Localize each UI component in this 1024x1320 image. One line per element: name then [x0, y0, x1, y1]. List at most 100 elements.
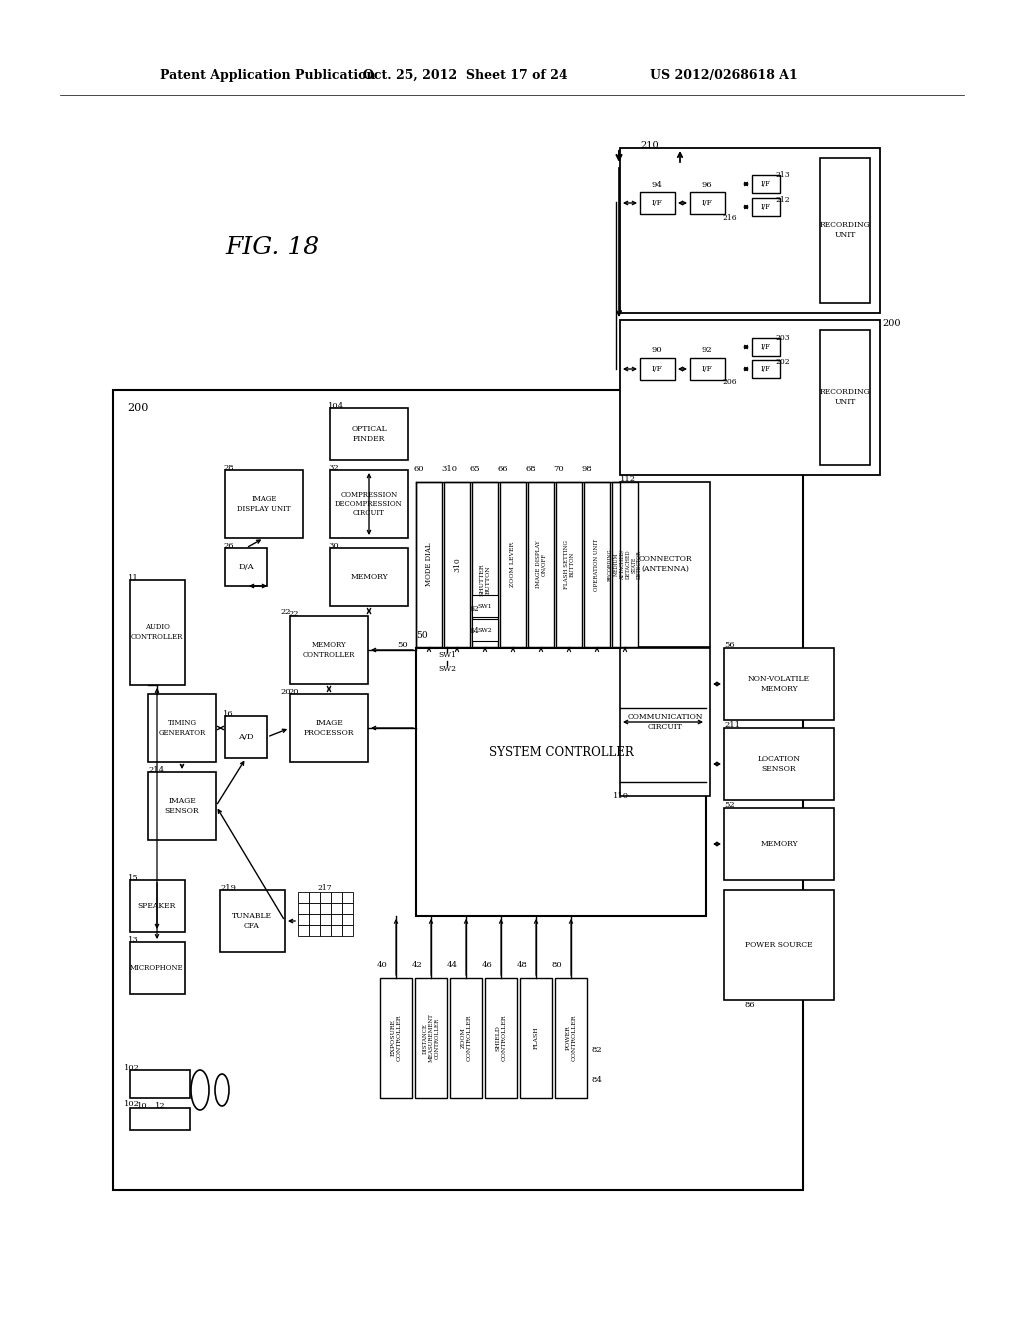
- Text: 203: 203: [775, 334, 791, 342]
- Text: 65: 65: [469, 465, 479, 473]
- Bar: [472, 595, 498, 616]
- Text: 219: 219: [220, 884, 236, 892]
- Text: 26: 26: [223, 543, 233, 550]
- Bar: [472, 482, 498, 647]
- Bar: [380, 978, 412, 1098]
- Bar: [342, 892, 353, 903]
- Text: LOCATION
SENSOR: LOCATION SENSOR: [758, 755, 801, 772]
- Text: CONNECTOR
(ANTENNA): CONNECTOR (ANTENNA): [638, 556, 692, 573]
- Bar: [220, 890, 285, 952]
- Bar: [309, 892, 319, 903]
- Bar: [225, 715, 267, 758]
- Bar: [309, 913, 319, 925]
- Text: 10: 10: [137, 1102, 147, 1110]
- Text: IMAGE
DISPLAY UNIT: IMAGE DISPLAY UNIT: [238, 495, 291, 512]
- Text: 102: 102: [124, 1100, 140, 1107]
- Bar: [555, 978, 587, 1098]
- Text: I/F: I/F: [761, 366, 771, 374]
- Bar: [290, 694, 368, 762]
- Text: RECORDING
MEDIUM
ATTACHED/
DETACHED
STATE
DETECTOR: RECORDING MEDIUM ATTACHED/ DETACHED STAT…: [608, 548, 642, 581]
- Bar: [752, 338, 780, 356]
- Bar: [298, 903, 309, 913]
- Text: 212: 212: [776, 195, 791, 205]
- Bar: [416, 648, 706, 916]
- Text: FIG. 18: FIG. 18: [225, 236, 319, 260]
- Text: 12: 12: [155, 1102, 166, 1110]
- Bar: [331, 925, 342, 936]
- Bar: [148, 694, 216, 762]
- Text: SHIELD
CONTROLLER: SHIELD CONTROLLER: [496, 1015, 507, 1061]
- Text: IMAGE DISPLAY
ON/OFF: IMAGE DISPLAY ON/OFF: [536, 541, 547, 589]
- Text: SW1: SW1: [477, 603, 493, 609]
- Bar: [820, 330, 870, 465]
- Bar: [416, 482, 442, 647]
- Bar: [612, 482, 638, 647]
- Text: A/D: A/D: [239, 733, 254, 741]
- Text: 213: 213: [775, 172, 791, 180]
- Bar: [130, 942, 185, 994]
- Bar: [752, 198, 780, 216]
- Text: I/F: I/F: [761, 343, 771, 351]
- Bar: [342, 913, 353, 925]
- Bar: [444, 482, 470, 647]
- Text: 310: 310: [441, 465, 457, 473]
- Bar: [724, 648, 834, 719]
- Bar: [556, 482, 582, 647]
- Text: I/F: I/F: [651, 199, 663, 207]
- Bar: [319, 892, 331, 903]
- Text: POWER
CONTROLLER: POWER CONTROLLER: [565, 1015, 577, 1061]
- Text: MODE DIAL: MODE DIAL: [425, 543, 433, 586]
- Text: 60: 60: [413, 465, 424, 473]
- Text: OPERATION UNIT: OPERATION UNIT: [595, 539, 599, 590]
- Text: SW1: SW1: [438, 651, 456, 659]
- Text: FLASH SETTING
BUTTON: FLASH SETTING BUTTON: [563, 540, 574, 589]
- Bar: [752, 360, 780, 378]
- Text: 50: 50: [397, 642, 408, 649]
- Bar: [528, 482, 554, 647]
- Text: 30: 30: [328, 543, 339, 550]
- Bar: [331, 892, 342, 903]
- Text: FLASH: FLASH: [534, 1027, 539, 1049]
- Bar: [130, 1107, 190, 1130]
- Text: 46: 46: [482, 961, 493, 969]
- Text: US 2012/0268618 A1: US 2012/0268618 A1: [650, 69, 798, 82]
- Bar: [520, 978, 552, 1098]
- Text: 82: 82: [592, 1045, 603, 1053]
- Text: 62: 62: [469, 605, 479, 612]
- Bar: [620, 482, 710, 647]
- Text: MICROPHONE: MICROPHONE: [130, 964, 184, 972]
- Bar: [472, 619, 498, 642]
- Bar: [620, 148, 880, 313]
- Bar: [298, 925, 309, 936]
- Text: ZOOM LEVER: ZOOM LEVER: [511, 543, 515, 587]
- Text: 64: 64: [469, 627, 479, 635]
- Text: I/F: I/F: [701, 199, 713, 207]
- Bar: [640, 358, 675, 380]
- Bar: [225, 548, 267, 586]
- Text: 206: 206: [723, 378, 737, 385]
- Text: MEMORY: MEMORY: [350, 573, 388, 581]
- Text: 84: 84: [592, 1076, 603, 1084]
- Text: DISTANCE
MEASUREMENT
CONTROLLER: DISTANCE MEASUREMENT CONTROLLER: [423, 1014, 439, 1063]
- Text: ZOOM
CONTROLLER: ZOOM CONTROLLER: [461, 1015, 471, 1061]
- Bar: [225, 470, 303, 539]
- Text: 56: 56: [724, 642, 734, 649]
- Text: 42: 42: [412, 961, 423, 969]
- Text: 28: 28: [223, 465, 233, 473]
- Bar: [620, 648, 710, 796]
- Text: MEMORY: MEMORY: [760, 840, 798, 847]
- Bar: [342, 903, 353, 913]
- Bar: [130, 579, 185, 685]
- Text: COMMUNICATION
CIRCUIT: COMMUNICATION CIRCUIT: [628, 713, 702, 730]
- Text: 22: 22: [288, 610, 299, 618]
- Bar: [584, 482, 610, 647]
- Bar: [319, 903, 331, 913]
- Bar: [331, 903, 342, 913]
- Text: 200: 200: [882, 318, 900, 327]
- Text: EXPOSURE
CONTROLLER: EXPOSURE CONTROLLER: [390, 1015, 401, 1061]
- Bar: [500, 482, 526, 647]
- Bar: [290, 616, 368, 684]
- Text: 50: 50: [416, 631, 428, 639]
- Bar: [820, 158, 870, 304]
- Bar: [342, 925, 353, 936]
